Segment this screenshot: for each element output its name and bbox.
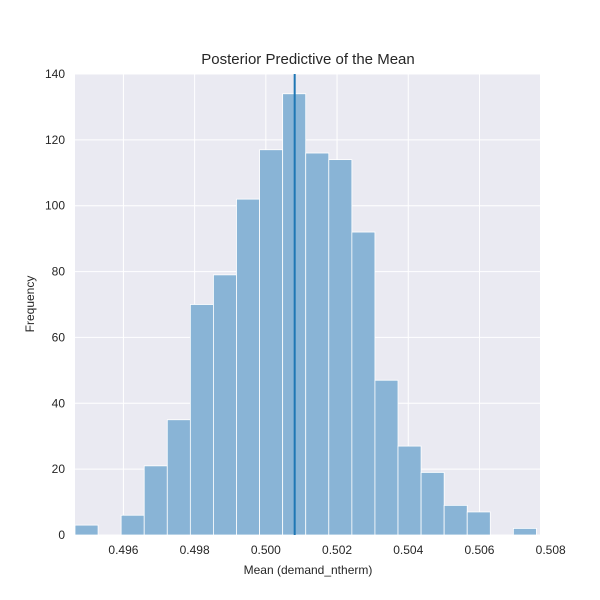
histogram-bar [374,379,399,536]
x-tick-label: 0.496 [108,543,138,557]
histogram-bar [466,511,491,536]
histogram-bar [166,419,191,536]
x-tick-label: 0.498 [180,543,210,557]
histogram-bar [328,159,353,536]
x-tick-label: 0.504 [393,543,423,557]
x-tick-label: 0.508 [536,543,566,557]
y-tick-label: 0 [58,528,65,542]
y-tick-label: 60 [52,330,66,344]
y-tick-label: 100 [45,199,65,213]
histogram-bar [305,152,330,536]
histogram-bar [189,304,214,536]
histogram-bar [443,504,468,536]
y-tick-label: 80 [52,265,66,279]
histogram-bar [420,472,445,536]
histogram-bar [143,465,168,536]
histogram-bar [259,149,284,536]
histogram-bar [397,445,422,536]
y-tick-label: 40 [52,396,66,410]
y-axis-label: Frequency [23,276,37,333]
histogram-bars [74,93,537,536]
y-tick-label: 20 [52,462,66,476]
y-tick-label: 120 [45,133,65,147]
histogram-bar [512,528,537,536]
x-tick-label: 0.506 [464,543,494,557]
x-tick-label: 0.502 [322,543,352,557]
y-tick-label: 140 [45,67,65,81]
histogram-bar [213,274,237,536]
histogram-bar [120,514,145,536]
x-axis-label: Mean (demand_ntherm) [244,563,373,577]
x-tick-label: 0.500 [251,543,281,557]
y-axis-ticks: 0 20 40 60 80 100 120 140 [45,67,65,542]
histogram-bar [74,524,99,536]
histogram-bar [236,198,260,536]
histogram-bar [351,231,376,536]
chart-title: Posterior Predictive of the Mean [201,51,414,68]
x-axis-ticks: 0.496 0.498 0.500 0.502 0.504 0.506 0.508 [108,543,566,557]
